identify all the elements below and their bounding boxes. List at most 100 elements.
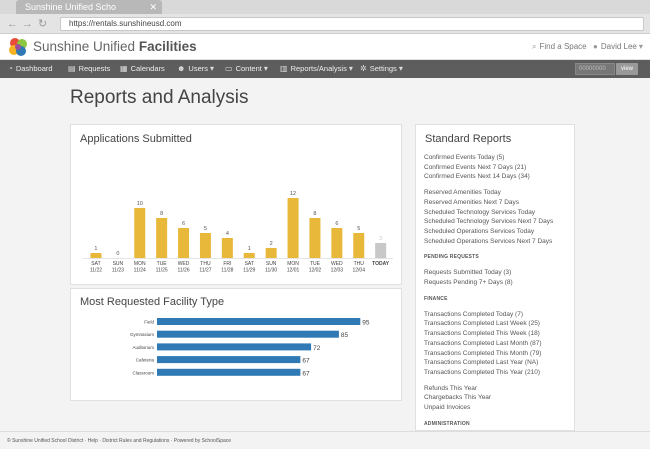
chevron-down-icon: ▾ — [210, 64, 215, 73]
tab-close-icon[interactable]: ✕ — [149, 2, 157, 12]
report-link[interactable]: Scheduled Operations Services Next 7 Day… — [424, 237, 553, 245]
report-link[interactable]: Confirmed Events Next 14 Days (34) — [424, 173, 530, 181]
bar-value-label: 67 — [302, 358, 310, 365]
report-link[interactable]: Confirmed Events Today (5) — [424, 154, 505, 161]
chart-bar[interactable] — [375, 243, 387, 258]
chart-bar[interactable] — [134, 208, 146, 258]
browser-tab[interactable]: Sunshine Unified Scho ✕ — [16, 0, 162, 14]
page-title: Reports and Analysis — [70, 87, 249, 108]
y-tick-label: Cafeteria — [136, 358, 155, 363]
x-tick-label: SAT — [245, 261, 254, 267]
users-icon: ☻ — [177, 64, 186, 73]
x-tick-label: TODAY — [372, 261, 390, 267]
x-tick-sublabel: 11/23 — [112, 268, 124, 274]
x-tick-sublabel: 12/02 — [309, 268, 322, 274]
report-link[interactable]: Scheduled Technology Services Today — [424, 208, 536, 216]
chart-bar[interactable] — [157, 368, 301, 376]
chart-bar[interactable] — [156, 218, 168, 258]
nav-reports[interactable]: ▥ Reports/Analysis ▾ — [280, 60, 356, 78]
chart-bar[interactable] — [178, 228, 190, 258]
report-link[interactable]: Transactions Completed Today (7) — [424, 310, 523, 318]
x-tick-label: TUE — [157, 261, 168, 267]
report-link[interactable]: Requests Submitted Today (3) — [424, 269, 512, 277]
applications-chart-title: Applications Submitted — [80, 133, 192, 145]
report-link[interactable]: Reserved Amenities Today — [424, 189, 501, 197]
chart-bar[interactable] — [221, 238, 233, 258]
x-tick-label: FRI — [223, 261, 231, 267]
report-link[interactable]: Refunds This Year — [424, 384, 477, 392]
chart-bar[interactable] — [90, 253, 102, 258]
x-tick-label: MON — [287, 261, 299, 267]
chart-bar[interactable] — [287, 198, 299, 258]
monitor-icon: ▭ — [225, 64, 233, 73]
report-link[interactable]: Transactions Completed This Year (210) — [424, 368, 540, 376]
report-link[interactable]: Scheduled Operations Services Today — [424, 227, 535, 235]
bar-value-label: 5 — [204, 226, 207, 232]
chart-bar[interactable] — [243, 253, 255, 258]
x-tick-sublabel: 12/03 — [331, 268, 344, 274]
facility-chart: Field 95 Gymnasium 85 Auditorium 72 Cafeteria 6… — [130, 318, 370, 377]
facility-chart-title: Most Requested Facility Type — [80, 296, 225, 308]
chart-bar[interactable] — [265, 248, 277, 258]
request-number-input[interactable]: 00000000 — [575, 63, 615, 75]
y-tick-label: Field — [144, 320, 154, 325]
nav-requests[interactable]: ▤ Requests — [68, 60, 110, 78]
bar-value-label: 8 — [160, 211, 163, 217]
report-link[interactable]: Transactions Completed This Week (18) — [424, 330, 540, 338]
nav-settings[interactable]: ✲ Settings ▾ — [360, 60, 406, 78]
bar-value-label: 3 — [379, 236, 382, 242]
x-tick-label: TUE — [310, 261, 321, 267]
y-tick-label: Gymnasium — [130, 332, 154, 337]
report-link[interactable]: Transactions Completed This Month (79) — [424, 349, 542, 357]
chart-bar[interactable] — [309, 218, 321, 258]
report-link[interactable]: Transactions Completed Last Year (NA) — [424, 359, 539, 367]
user-menu[interactable]: ● David Lee ▾ — [593, 42, 646, 51]
x-tick-sublabel: 11/27 — [199, 268, 211, 274]
x-tick-sublabel: 11/30 — [265, 268, 277, 274]
x-tick-label: SUN — [266, 261, 277, 267]
chart-bar[interactable] — [353, 233, 365, 258]
x-tick-label: WED — [178, 261, 190, 267]
x-tick-sublabel: 12/04 — [352, 268, 365, 274]
report-link[interactable]: Chargebacks This Year — [424, 394, 492, 402]
report-link[interactable]: Scheduled Technology Services Next 7 Day… — [424, 218, 554, 226]
y-tick-label: Classroom — [132, 370, 154, 375]
report-link[interactable]: Transactions Completed Last Month (87) — [424, 339, 542, 347]
x-tick-label: THU — [200, 261, 211, 267]
bar-value-label: 6 — [182, 221, 185, 227]
reports-group-heading: FINANCE — [424, 295, 448, 302]
find-space-label: Find a Space — [539, 42, 587, 51]
nav-content[interactable]: ▭ Content ▾ — [225, 60, 271, 78]
reload-icon[interactable]: ↻ — [38, 18, 48, 30]
x-tick-sublabel: 11/29 — [243, 268, 255, 274]
nav-calendars[interactable]: ▦ Calendars — [120, 60, 165, 78]
bar-value-label: 6 — [335, 221, 338, 227]
chart-bar[interactable] — [331, 228, 343, 258]
forward-arrow-icon[interactable]: → — [22, 18, 33, 30]
nav-label: Calendars — [130, 64, 165, 73]
nav-dashboard[interactable]: ◔ Dashboard — [8, 60, 53, 78]
view-button[interactable]: view — [616, 63, 638, 75]
chart-bar[interactable] — [157, 343, 312, 351]
user-icon: ● — [593, 42, 598, 51]
browser-tabstrip: Sunshine Unified Scho ✕ — [0, 0, 650, 14]
standard-reports-panel: Standard Reports Confirmed Events Today … — [415, 124, 575, 431]
nav-users[interactable]: ☻ Users ▾ — [177, 60, 217, 78]
chart-bar[interactable] — [157, 318, 361, 325]
chart-bar[interactable] — [157, 330, 339, 338]
report-link[interactable]: Transactions Completed Last Week (25) — [424, 320, 540, 328]
x-tick-label: MON — [134, 261, 146, 267]
find-space-link[interactable]: ⌕ Find a Space — [532, 42, 587, 52]
calendar-icon: ▦ — [120, 64, 128, 73]
chart-bar[interactable] — [157, 356, 301, 364]
facility-panel: Most Requested Facility Type Field 95 Gymn… — [70, 288, 402, 401]
brand-name[interactable]: Sunshine Unified Facilities — [33, 39, 197, 54]
address-bar[interactable]: https://rentals.sunshineusd.com — [60, 17, 644, 31]
report-link[interactable]: Reserved Amenities Next 7 Days — [424, 198, 520, 206]
report-link[interactable]: Requests Pending 7+ Days (8) — [424, 279, 513, 286]
chart-bar[interactable] — [199, 233, 211, 258]
report-link[interactable]: Unpaid Invoices — [424, 404, 471, 411]
back-arrow-icon[interactable]: ← — [7, 18, 18, 30]
report-link[interactable]: Confirmed Events Next 7 Days (21) — [424, 163, 527, 171]
brand-logo-icon[interactable] — [8, 37, 28, 57]
